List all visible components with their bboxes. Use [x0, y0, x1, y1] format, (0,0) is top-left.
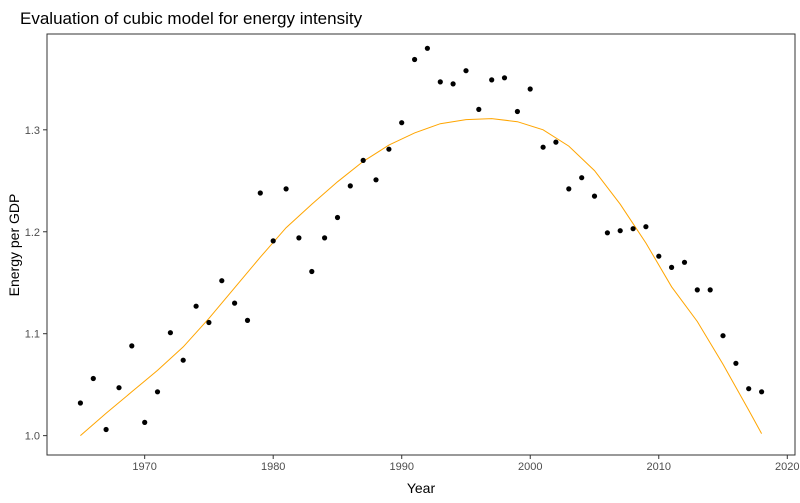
data-point [450, 81, 456, 87]
data-point [437, 79, 443, 85]
data-point [656, 253, 662, 259]
data-point [116, 385, 122, 391]
x-tick-label: 2000 [518, 461, 542, 473]
data-point [617, 228, 623, 234]
data-point [540, 144, 546, 150]
data-point [206, 319, 212, 326]
x-tick-label: 1980 [261, 461, 285, 473]
chart-title: Evaluation of cubic model for energy int… [20, 9, 363, 28]
data-point [129, 343, 135, 349]
data-point [232, 300, 238, 306]
y-tick-label: 1.3 [25, 125, 40, 137]
data-point [322, 235, 328, 241]
data-point [591, 193, 598, 199]
data-point [334, 214, 341, 221]
data-point [283, 186, 289, 192]
data-points [77, 45, 765, 433]
data-point [720, 333, 726, 339]
data-point [707, 287, 713, 293]
data-point [759, 389, 765, 395]
data-point [244, 317, 251, 323]
x-axis-ticks: 1970 1980 1990 2000 2010 2020 [132, 455, 800, 473]
data-point [167, 330, 173, 336]
data-point [296, 235, 302, 241]
x-tick-label: 1990 [389, 461, 413, 473]
y-axis-title: Energy per GDP [6, 194, 22, 297]
x-tick-label: 1970 [132, 461, 156, 473]
data-point [489, 77, 495, 83]
data-point [373, 177, 379, 183]
data-point [669, 264, 675, 270]
y-tick-label: 1.1 [25, 329, 40, 341]
x-tick-label: 2010 [647, 461, 671, 473]
data-point [412, 56, 418, 63]
data-point [643, 224, 649, 230]
data-point [501, 75, 508, 81]
x-axis-title: Year [407, 480, 436, 496]
y-axis-ticks: 1.0 1.1 1.2 1.3 [25, 125, 47, 443]
data-point [463, 68, 469, 74]
data-point [386, 146, 392, 152]
data-point [424, 45, 430, 51]
data-point [154, 389, 161, 395]
data-point [733, 360, 739, 366]
data-point [142, 419, 148, 425]
data-point [399, 120, 405, 126]
cubic-fit-line [80, 118, 763, 436]
data-point [694, 287, 700, 293]
data-point [476, 106, 482, 112]
plot-panel-border [46, 33, 796, 456]
data-point [257, 190, 263, 196]
data-point [630, 226, 636, 232]
data-point [527, 86, 533, 92]
data-point [566, 186, 572, 192]
x-tick-label: 2020 [775, 461, 799, 473]
data-point [309, 268, 315, 275]
data-point [193, 303, 199, 309]
data-point [90, 375, 96, 382]
data-point [579, 175, 585, 181]
y-tick-label: 1.0 [25, 431, 40, 443]
data-point [180, 357, 186, 363]
data-point [553, 139, 559, 145]
data-point [681, 259, 688, 265]
data-point [347, 183, 353, 189]
y-tick-label: 1.2 [25, 227, 40, 239]
data-point [746, 386, 752, 392]
data-point [103, 426, 109, 433]
data-point [77, 400, 83, 406]
data-point [514, 108, 521, 115]
data-point [219, 278, 225, 284]
data-point [604, 230, 611, 236]
data-point [360, 157, 366, 163]
data-point [270, 238, 276, 244]
